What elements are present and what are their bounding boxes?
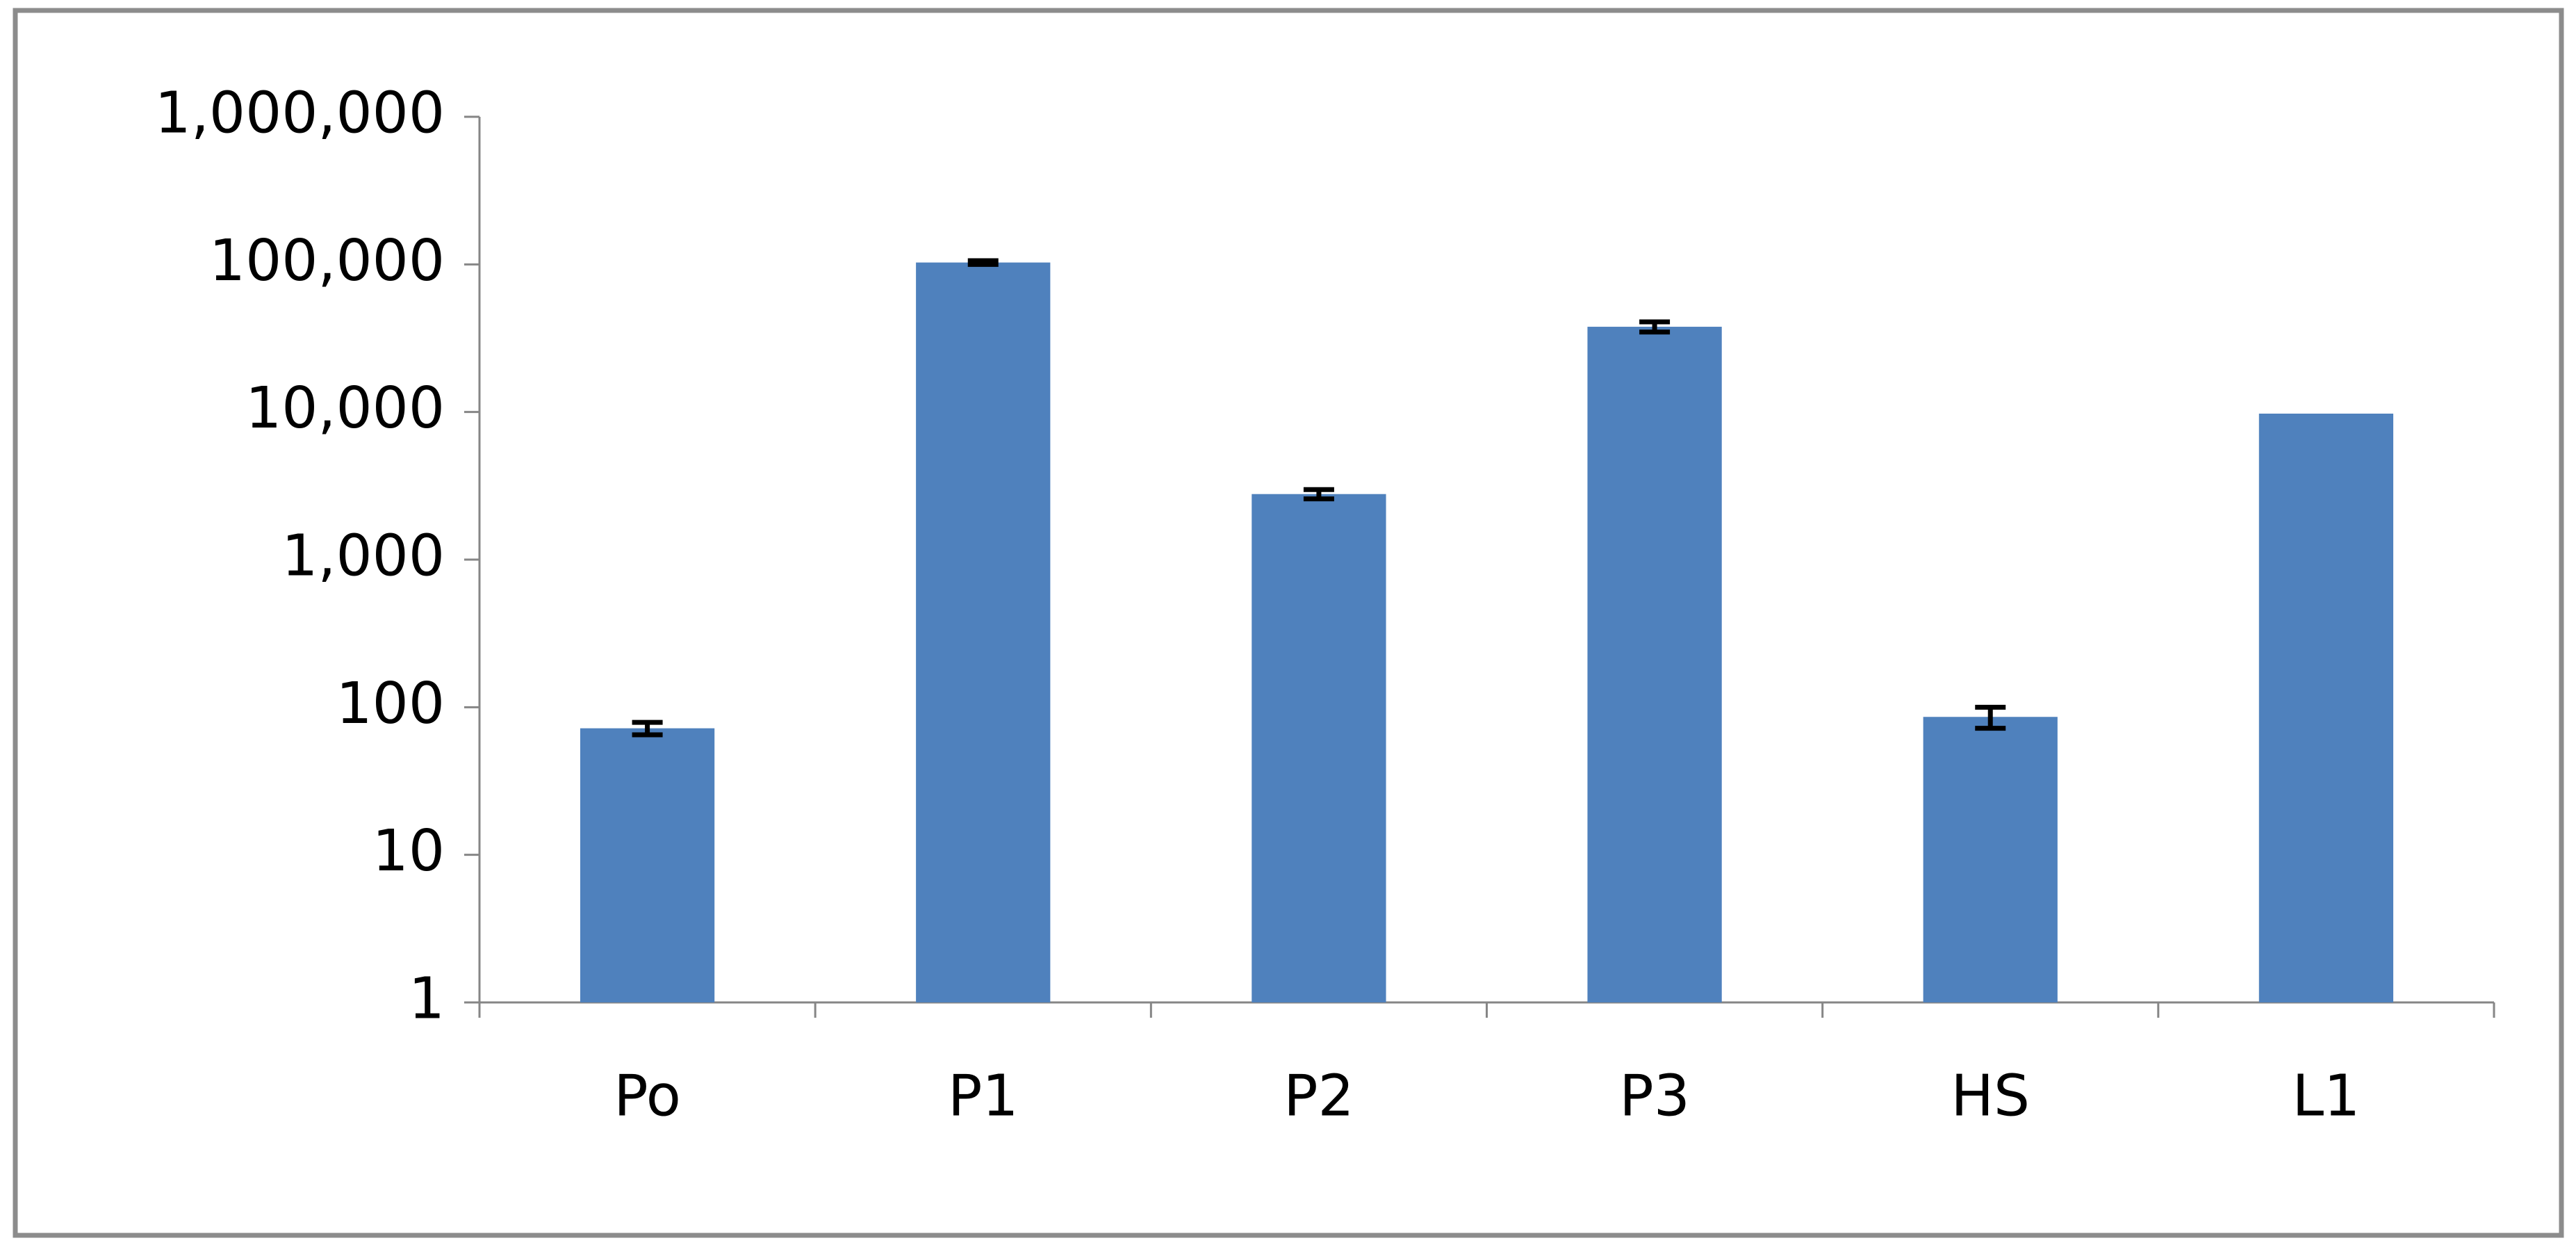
x-tick-label: P1 bbox=[948, 1063, 1019, 1129]
y-tick-label: 1,000,000 bbox=[155, 80, 445, 146]
bar bbox=[1587, 327, 1722, 1002]
y-tick-label: 100 bbox=[336, 671, 445, 737]
y-tick-label: 1 bbox=[409, 966, 445, 1032]
bar bbox=[2258, 414, 2394, 1002]
x-tick-label: P2 bbox=[1283, 1063, 1354, 1129]
x-tick-label: Po bbox=[614, 1063, 681, 1129]
y-tick-label: 10,000 bbox=[245, 375, 445, 441]
error-bar bbox=[632, 720, 663, 738]
y-tick-label: 10 bbox=[372, 818, 445, 884]
y-tick-label: 100,000 bbox=[209, 228, 445, 294]
x-tick-label: HS bbox=[1951, 1063, 2030, 1129]
bar bbox=[1252, 494, 1386, 1002]
x-tick-label: L1 bbox=[2292, 1063, 2360, 1129]
error-bar bbox=[1639, 319, 1671, 335]
x-tick-label: P3 bbox=[1619, 1063, 1690, 1129]
error-bar bbox=[1975, 704, 2006, 731]
bar bbox=[1923, 717, 2058, 1002]
y-tick-label: 1,000 bbox=[281, 523, 445, 589]
error-bar bbox=[1303, 487, 1334, 502]
bar bbox=[580, 728, 715, 1002]
error-bar bbox=[967, 258, 999, 267]
bar bbox=[916, 262, 1051, 1003]
